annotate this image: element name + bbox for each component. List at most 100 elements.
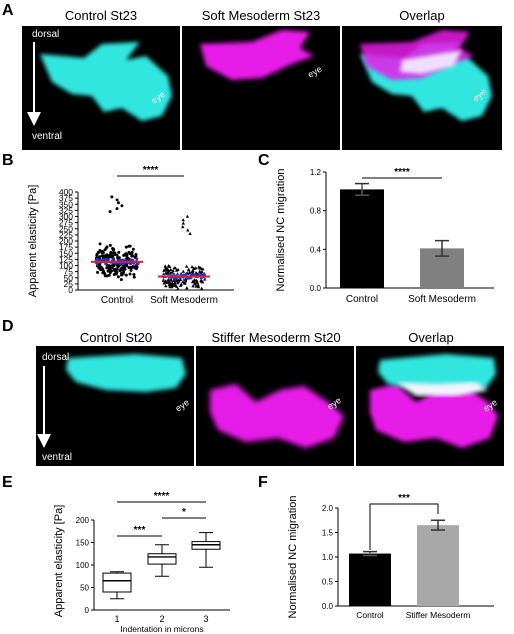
y-tick-label: 225 <box>59 230 73 240</box>
y-tick-label: 50 <box>80 584 89 593</box>
data-point-triangle <box>181 218 185 222</box>
x-tick-label: Control <box>346 294 378 305</box>
data-point-circle <box>121 268 125 272</box>
data-point-circle <box>116 201 120 205</box>
box <box>102 572 132 593</box>
data-point-triangle <box>169 271 173 275</box>
y-tick-label: 300 <box>59 212 73 222</box>
x-tick-label: 1 <box>114 614 119 624</box>
data-point-triangle <box>176 286 180 291</box>
data-point-triangle <box>196 283 200 287</box>
y-tick-label: 0.5 <box>322 578 334 587</box>
data-point-circle <box>113 253 117 257</box>
data-point-triangle <box>176 267 180 271</box>
y-tick-label: 175 <box>59 242 73 252</box>
data-point-circle <box>127 244 131 248</box>
data-point-circle <box>112 268 116 272</box>
data-point-triangle <box>183 281 187 285</box>
y-tick-label: 125 <box>59 254 73 264</box>
data-point-triangle <box>170 270 175 274</box>
data-point-triangle <box>202 277 207 281</box>
significance-label: **** <box>143 165 159 176</box>
data-point-triangle <box>165 271 170 275</box>
data-point-triangle <box>170 281 174 286</box>
y-tick-label: 25 <box>64 279 74 289</box>
data-point-circle <box>102 254 106 258</box>
panel-d-image-overlap: eye <box>356 346 504 466</box>
data-point-circle <box>110 195 114 199</box>
data-point-circle <box>108 243 112 247</box>
significance-label: **** <box>154 491 170 502</box>
data-point-circle <box>112 264 116 268</box>
panel-label-b: B <box>2 152 14 169</box>
data-point-circle <box>118 269 122 273</box>
data-point-circle <box>109 251 113 255</box>
significance-label: *** <box>134 525 146 536</box>
data-point-circle <box>108 270 112 274</box>
data-point-triangle <box>162 268 166 272</box>
y-tick-label: 350 <box>59 199 73 209</box>
eye-label: eye <box>173 397 191 414</box>
panel-label-c: C <box>258 152 270 169</box>
bar <box>340 189 384 288</box>
data-point-triangle <box>186 268 191 272</box>
data-point-triangle <box>200 269 204 274</box>
data-point-circle <box>122 270 126 274</box>
control-st23-micrograph: dorsal ventral eye <box>27 29 172 142</box>
significance-label: **** <box>394 167 410 178</box>
data-point-triangle <box>166 278 170 282</box>
y-tick-label: 75 <box>64 267 74 277</box>
box <box>147 553 177 565</box>
data-point-triangle <box>187 270 192 274</box>
data-point-circle <box>111 248 115 252</box>
data-point-triangle <box>176 279 180 283</box>
data-point-triangle <box>196 285 201 289</box>
data-point-circle <box>132 275 136 279</box>
data-point-triangle <box>184 264 189 268</box>
data-point-circle <box>98 255 102 259</box>
x-tick-label: Control <box>356 610 384 620</box>
data-point-triangle <box>198 272 203 276</box>
data-point-triangle <box>181 224 185 229</box>
x-tick-label: Soft Mesoderm <box>150 295 218 306</box>
data-point-circle <box>99 265 103 269</box>
data-point-circle <box>124 245 128 249</box>
stiffer-mesoderm-st20-micrograph: eye <box>210 384 344 448</box>
data-point-circle <box>123 267 127 271</box>
y-tick-label: 100 <box>76 561 90 570</box>
data-point-triangle <box>198 266 202 270</box>
data-point-circle <box>108 210 112 214</box>
panel-label-f: F <box>258 474 268 491</box>
data-point-circle <box>96 270 100 274</box>
data-point-circle <box>98 242 102 246</box>
significance-label: * <box>182 507 186 518</box>
data-point-triangle <box>163 264 167 268</box>
y-tick-label: 200 <box>59 236 73 246</box>
y-axis-title: Normalised NC migration <box>287 496 299 619</box>
y-tick-label: 1.2 <box>310 168 322 177</box>
data-point-circle <box>108 265 112 269</box>
y-tick-label: 0.0 <box>310 284 322 293</box>
data-point-circle <box>103 272 107 276</box>
y-tick-label: 375 <box>59 193 73 203</box>
data-point-triangle <box>181 221 186 225</box>
overlap-st23-micrograph: eye <box>360 30 492 121</box>
soft-mesoderm-st23-micrograph: eye <box>200 30 324 80</box>
data-point-circle <box>128 272 132 276</box>
data-point-circle <box>117 264 121 268</box>
data-point-triangle <box>169 267 173 271</box>
chart-f-migration-bar: 0.0 0.5 1.0 1.5 2.0 Normalised NC migration Co… <box>287 493 494 620</box>
data-point-triangle <box>170 284 174 288</box>
y-axis-title: Normalised NC migration <box>275 169 287 292</box>
data-point-circle <box>98 263 102 267</box>
data-point-circle <box>95 252 99 256</box>
x-tick-label: 3 <box>203 614 208 624</box>
data-point-triangle <box>175 284 179 288</box>
data-point-circle <box>95 257 99 261</box>
data-point-circle <box>119 262 123 266</box>
data-point-triangle <box>185 286 189 290</box>
data-point-circle <box>103 274 107 278</box>
y-axis-title: Apparent elasticity [Pa] <box>53 505 65 618</box>
data-point-triangle <box>168 284 172 289</box>
data-point-circle <box>106 269 110 273</box>
